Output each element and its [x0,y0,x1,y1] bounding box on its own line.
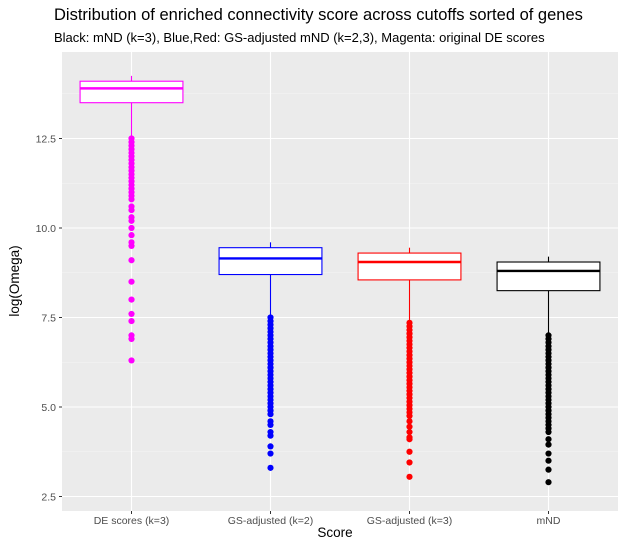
outlier-point-3-27 [545,428,552,436]
outlier-point-1-33 [267,450,274,457]
outlier-point-3-31 [545,457,552,464]
outlier-point-1-27 [267,411,274,418]
x-tick-label-0: DE scores (k=3) [94,515,170,527]
outlier-point-1-29 [267,421,274,428]
outlier-point-0-30 [128,317,135,325]
outlier-point-0-33 [128,357,135,364]
x-tick-label-1: GS-adjusted (k=2) [228,515,314,527]
outlier-point-3-30 [545,450,552,457]
x-tick-label-3: mND [537,515,561,527]
x-axis: DE scores (k=3) GS-adjusted (k=2) GS-adjus… [94,511,561,527]
outlier-point-2-28 [406,423,413,430]
outlier-point-3-28 [545,436,552,443]
chart-subtitle: Black: mND (k=3), Blue,Red: GS-adjusted … [54,30,545,45]
outlier-point-0-27 [128,278,135,285]
box-group-0 [79,75,184,364]
chart-title: Distribution of enriched connectivity sc… [54,6,583,24]
outlier-point-1-34 [267,464,274,471]
outlier-point-0-19 [128,207,135,214]
outlier-point-0-25 [128,242,135,249]
x-axis-title: Score [317,525,352,540]
boxes [79,75,601,486]
box-group-1 [218,242,323,471]
box-3 [496,261,601,292]
y-tick-label-4: 12.5 [36,133,57,145]
outlier-point-3-29 [545,441,552,448]
box-1 [218,247,323,276]
y-tick-label-1: 5.0 [41,402,56,414]
outlier-point-2-34 [406,473,413,480]
outlier-point-0-22 [128,224,135,232]
outlier-point-2-33 [406,459,413,466]
outlier-point-3-32 [545,466,552,473]
outlier-point-1-32 [267,443,274,450]
outlier-point-3-33 [545,479,552,486]
y-tick-label-2: 7.5 [41,312,56,324]
outlier-point-0-23 [128,232,135,239]
outlier-point-0-32 [128,335,135,343]
box-group-3 [496,256,601,486]
y-tick-label-0: 2.5 [41,491,56,503]
outlier-point-2-29 [406,428,413,436]
x-tick-label-2: GS-adjusted (k=3) [367,515,453,527]
y-axis: 2.5 5.0 7.5 10.0 12.5 [36,133,62,503]
y-tick-label-3: 10.0 [36,223,57,235]
y-axis-title: log(Omega) [7,245,22,316]
outlier-point-0-26 [128,257,135,264]
outlier-point-2-31 [406,436,413,443]
outlier-point-0-17 [128,196,135,203]
outlier-point-2-32 [406,448,413,455]
outlier-point-1-31 [267,432,274,439]
box-group-2 [357,247,462,480]
box-2 [357,252,462,281]
outlier-point-2-27 [406,418,413,425]
outlier-point-2-26 [406,412,413,420]
outlier-point-0-21 [128,217,135,224]
outlier-point-0-29 [128,310,135,318]
box-0 [79,80,184,104]
outlier-point-0-28 [128,296,135,303]
